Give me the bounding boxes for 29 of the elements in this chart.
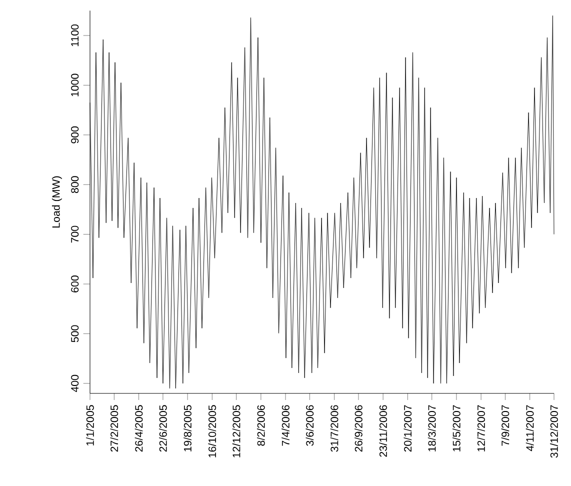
- x-tick-label: 3/6/2006: [306, 405, 314, 446]
- y-tick-label: 700: [71, 226, 79, 243]
- x-tick-label: 7/4/2006: [282, 405, 290, 446]
- y-tick-label: 900: [71, 126, 79, 144]
- x-tick-label: 27/2/2005: [110, 405, 118, 452]
- x-tick-label: 26/4/2005: [134, 405, 143, 452]
- y-tick-label: 800: [71, 176, 79, 194]
- x-tick-label: 8/2/2006: [257, 405, 265, 446]
- x-tick-label: 4/11/2007: [526, 405, 534, 452]
- x-tick-label: 15/5/2007: [452, 405, 460, 452]
- y-axis-title: Load (MW): [52, 176, 62, 228]
- x-tick-label: 7/9/2007: [501, 405, 510, 446]
- x-tick-label: 31/12/2007: [550, 405, 558, 458]
- x-tick-label: 1/1/2005: [86, 405, 94, 446]
- x-tick-label: 23/11/2006: [379, 405, 387, 457]
- x-tick-label: 19/8/2005: [184, 405, 192, 452]
- x-tick-label: 12/12/2005: [232, 405, 240, 458]
- x-tick-label: 26/9/2006: [354, 405, 362, 452]
- x-tick-label: 18/3/2007: [428, 405, 436, 452]
- y-tick-label: 400: [71, 374, 79, 392]
- y-tick-label: 1100: [71, 24, 79, 46]
- x-tick-label: 22/6/2005: [159, 405, 167, 452]
- y-tick-label: 1000: [71, 74, 79, 96]
- x-tick-label: 31/7/2006: [330, 405, 338, 452]
- x-tick-label: 16/10/2005: [208, 405, 216, 458]
- y-tick-label: 500: [71, 325, 79, 342]
- y-tick-label: 600: [71, 276, 79, 292]
- x-tick-label: 20/1/2007: [404, 405, 412, 452]
- x-tick-label: 12/7/2007: [477, 405, 485, 452]
